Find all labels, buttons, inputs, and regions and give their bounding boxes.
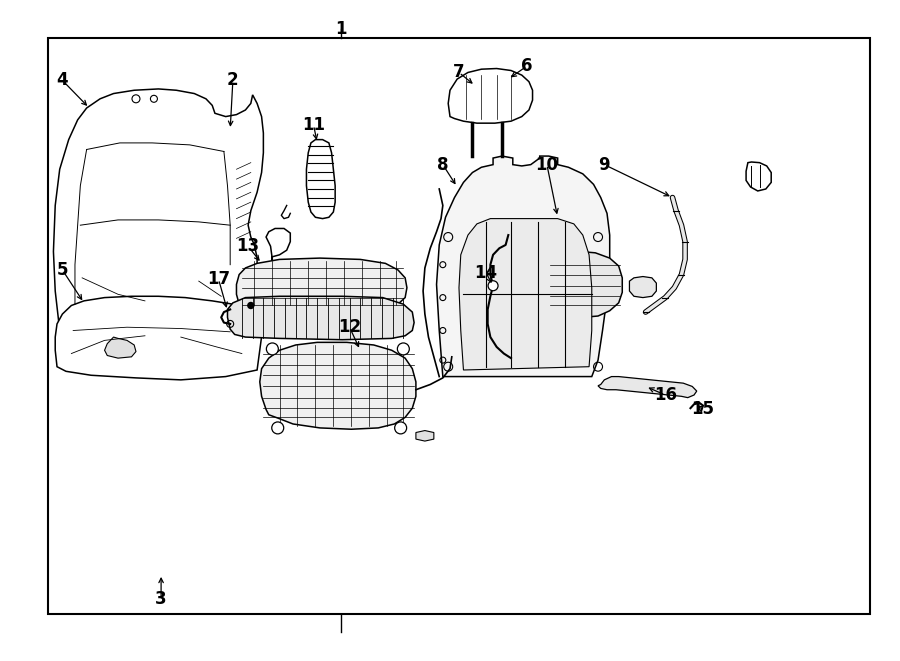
Text: 2: 2: [227, 71, 239, 89]
Text: 17: 17: [207, 270, 230, 288]
Text: 14: 14: [474, 264, 498, 282]
Polygon shape: [448, 69, 533, 123]
Text: 4: 4: [57, 71, 68, 89]
Text: 1: 1: [335, 20, 346, 38]
Polygon shape: [228, 296, 414, 340]
Text: 6: 6: [521, 57, 533, 75]
Polygon shape: [53, 89, 264, 357]
Text: 7: 7: [454, 63, 464, 81]
Bar: [48, 38, 870, 613]
Circle shape: [488, 281, 498, 291]
Circle shape: [398, 343, 410, 355]
Circle shape: [266, 343, 278, 355]
Polygon shape: [416, 430, 434, 441]
Text: 3: 3: [156, 590, 166, 608]
Text: 5: 5: [57, 261, 68, 279]
Text: 10: 10: [536, 155, 558, 174]
Polygon shape: [547, 252, 622, 317]
Polygon shape: [746, 162, 771, 191]
Text: 13: 13: [237, 237, 260, 255]
Polygon shape: [260, 342, 416, 429]
Text: 9: 9: [598, 155, 610, 174]
Circle shape: [395, 422, 407, 434]
Polygon shape: [629, 276, 656, 297]
Polygon shape: [104, 337, 136, 358]
Polygon shape: [55, 229, 291, 380]
Polygon shape: [459, 219, 592, 370]
Circle shape: [272, 422, 284, 434]
Text: 16: 16: [653, 386, 677, 404]
Circle shape: [248, 303, 254, 309]
Polygon shape: [598, 377, 697, 398]
Text: 15: 15: [691, 401, 715, 418]
Polygon shape: [306, 139, 335, 219]
Polygon shape: [436, 156, 609, 377]
Polygon shape: [237, 258, 407, 309]
Text: 8: 8: [437, 155, 448, 174]
Text: 12: 12: [338, 318, 361, 336]
Text: 11: 11: [302, 116, 325, 134]
